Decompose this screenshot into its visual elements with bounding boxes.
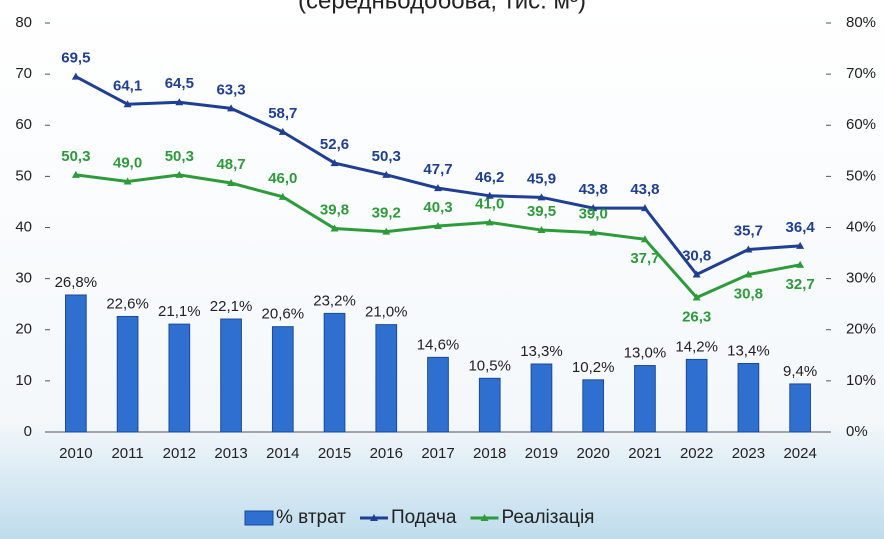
x-tick-label: 2018 xyxy=(473,445,506,462)
y2-tick-label: 60% xyxy=(846,116,876,133)
y2-tick-label: 40% xyxy=(846,218,876,235)
x-tick-label: 2020 xyxy=(577,445,610,462)
bar xyxy=(169,324,190,432)
legend-label: Подача xyxy=(391,507,457,528)
bar xyxy=(376,325,397,432)
x-tick-label: 2023 xyxy=(732,445,765,462)
line-value-label: 45,9 xyxy=(527,170,556,187)
bar-value-label: 20,6% xyxy=(262,306,305,323)
line-value-label: 35,7 xyxy=(734,222,763,239)
x-tick-label: 2013 xyxy=(214,445,247,462)
bar xyxy=(738,363,759,432)
y-tick-label: 10 xyxy=(15,372,32,389)
bar xyxy=(428,357,449,432)
bar-value-label: 26,8% xyxy=(55,274,98,291)
bar-value-label: 13,3% xyxy=(520,343,563,360)
line-value-label: 30,8 xyxy=(734,286,763,303)
bar xyxy=(790,384,811,432)
bar-value-label: 14,6% xyxy=(417,336,460,353)
bar-value-label: 23,2% xyxy=(313,292,356,309)
bar xyxy=(324,313,345,432)
line-value-label: 69,5 xyxy=(61,50,90,67)
bar-value-label: 22,6% xyxy=(106,295,149,312)
line-value-label: 63,3 xyxy=(216,81,245,98)
line-value-label: 43,8 xyxy=(630,181,659,198)
line-value-label: 50,3 xyxy=(61,148,90,165)
line-value-label: 41,0 xyxy=(475,195,504,212)
line-value-label: 30,8 xyxy=(682,248,711,265)
bar-value-label: 14,2% xyxy=(675,338,718,355)
y-tick-label: 60 xyxy=(15,116,32,133)
bar xyxy=(479,378,500,432)
x-tick-label: 2015 xyxy=(318,445,351,462)
x-tick-label: 2010 xyxy=(59,445,92,462)
y-tick-label: 20 xyxy=(15,321,32,338)
chart-title: (середньодобова, тис. м³) xyxy=(298,0,586,14)
line-value-label: 58,7 xyxy=(268,105,297,122)
x-tick-label: 2017 xyxy=(421,445,454,462)
x-tick-label: 2012 xyxy=(163,445,196,462)
x-tick-label: 2014 xyxy=(266,445,299,462)
bar-value-label: 22,1% xyxy=(210,298,253,315)
chart: (середньодобова, тис. м³) 0 10 20 30 40 50 60 7… xyxy=(0,0,884,539)
y2-tick-label: 0% xyxy=(846,423,868,440)
line-value-label: 48,7 xyxy=(216,156,245,173)
x-tick-label: 2011 xyxy=(111,445,143,462)
y2-tick-label: 20% xyxy=(846,321,876,338)
y-tick-label: 0 xyxy=(24,423,32,440)
y-tick-label: 70 xyxy=(15,65,32,82)
bar xyxy=(66,295,87,432)
line-value-label: 40,3 xyxy=(423,199,452,216)
legend-swatch xyxy=(245,511,273,525)
legend-label: % втрат xyxy=(276,507,346,528)
bar-value-label: 21,0% xyxy=(365,304,408,321)
bar xyxy=(221,319,242,432)
bar xyxy=(635,366,656,432)
y2-tick-label: 70% xyxy=(846,65,876,82)
y2-tick-label: 10% xyxy=(846,372,876,389)
line-value-label: 49,0 xyxy=(113,154,142,171)
bar xyxy=(531,364,552,432)
y-tick-label: 80 xyxy=(15,14,32,31)
bar xyxy=(686,359,707,432)
line-value-label: 64,5 xyxy=(165,75,194,92)
x-tick-label: 2022 xyxy=(680,445,713,462)
bar xyxy=(583,380,604,432)
bar xyxy=(272,327,293,432)
bar-value-label: 10,2% xyxy=(572,359,615,376)
line-value-label: 39,8 xyxy=(320,201,349,218)
y-tick-label: 30 xyxy=(15,270,32,287)
line-value-label: 37,7 xyxy=(630,250,659,267)
x-tick-label: 2024 xyxy=(783,445,816,462)
line-value-label: 50,3 xyxy=(372,148,401,165)
y2-tick-label: 50% xyxy=(846,167,876,184)
bar-value-label: 9,4% xyxy=(783,363,817,380)
y2-tick-label: 80% xyxy=(846,14,876,31)
line-value-label: 46,0 xyxy=(268,170,297,187)
line-value-label: 32,7 xyxy=(786,276,815,293)
line-value-label: 39,5 xyxy=(527,203,556,220)
y-tick-label: 50 xyxy=(15,167,32,184)
line-value-label: 39,2 xyxy=(372,205,401,222)
line-value-label: 50,3 xyxy=(165,148,194,165)
x-tick-label: 2016 xyxy=(370,445,403,462)
line-value-label: 26,3 xyxy=(682,309,711,326)
line-value-label: 47,7 xyxy=(423,161,452,178)
x-tick-label: 2021 xyxy=(628,445,661,462)
bar-value-label: 13,4% xyxy=(727,342,770,359)
bar-value-label: 21,1% xyxy=(158,303,201,320)
legend-label: Реалізація xyxy=(502,507,595,528)
line-value-label: 64,1 xyxy=(113,77,142,94)
line-value-label: 52,6 xyxy=(320,136,349,153)
bar xyxy=(117,316,138,432)
bar-value-label: 10,5% xyxy=(468,357,511,374)
line-value-label: 39,0 xyxy=(579,206,608,223)
x-tick-label: 2019 xyxy=(525,445,558,462)
line-value-label: 43,8 xyxy=(579,181,608,198)
bar-value-label: 13,0% xyxy=(624,345,667,362)
y-tick-label: 40 xyxy=(15,218,32,235)
line-value-label: 46,2 xyxy=(475,169,504,186)
y2-tick-label: 30% xyxy=(846,270,876,287)
line-value-label: 36,4 xyxy=(786,219,816,236)
